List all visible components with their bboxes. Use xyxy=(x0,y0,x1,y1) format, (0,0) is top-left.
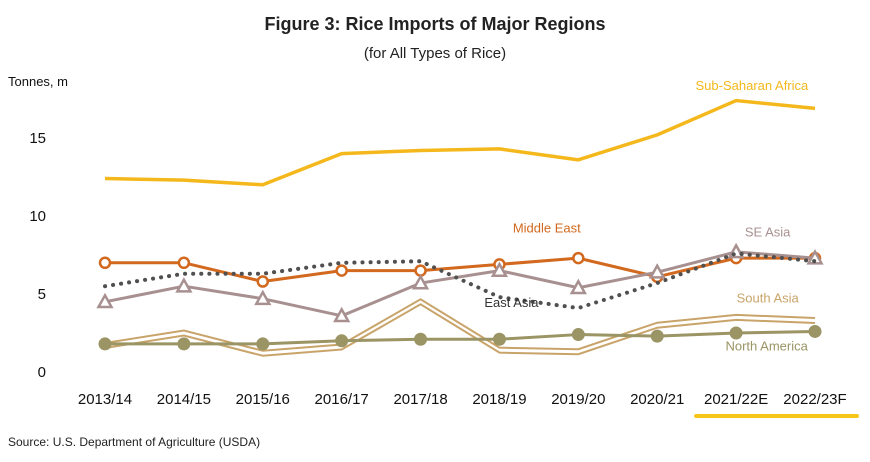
data-point xyxy=(490,261,509,278)
data-point xyxy=(256,275,270,288)
y-tick-label: 10 xyxy=(29,208,46,225)
series-line xyxy=(104,303,816,357)
series-se-asia xyxy=(96,242,824,323)
series-sub-saharan-africa xyxy=(104,98,816,187)
x-tick-label: 2016/17 xyxy=(315,391,369,408)
data-point xyxy=(98,256,112,270)
data-point xyxy=(806,249,824,265)
y-tick-label: 15 xyxy=(29,130,46,147)
data-point xyxy=(98,337,112,351)
data-point xyxy=(256,337,270,351)
series-line xyxy=(104,98,816,187)
data-point xyxy=(254,289,272,306)
data-point xyxy=(335,264,348,277)
series-lines xyxy=(96,98,824,357)
y-tick-label: 5 xyxy=(38,286,46,303)
x-tick-label: 2022/23F xyxy=(783,391,846,408)
data-point xyxy=(650,329,664,343)
data-point xyxy=(177,256,191,270)
x-tick-label: 2018/19 xyxy=(472,391,526,408)
chart-title: Figure 3: Rice Imports of Major Regions xyxy=(264,14,605,34)
x-tick-label: 2021/22E xyxy=(704,391,768,408)
data-point xyxy=(569,278,587,295)
data-point xyxy=(96,292,114,309)
data-point xyxy=(492,332,506,346)
x-tick-label: 2014/15 xyxy=(157,391,211,408)
y-tick-label: 0 xyxy=(38,364,46,381)
x-tick-label: 2019/20 xyxy=(551,391,605,408)
series-label: South Asia xyxy=(737,291,800,306)
data-point xyxy=(414,332,428,346)
series-label: Middle East xyxy=(513,221,581,236)
series-east-asia xyxy=(103,251,817,311)
y-axis-label: Tonnes, m xyxy=(8,74,68,89)
data-point xyxy=(572,251,585,265)
x-tick-label: 2017/18 xyxy=(393,391,447,408)
data-point xyxy=(648,263,666,279)
data-point xyxy=(333,306,351,323)
series-label: Sub-Saharan Africa xyxy=(696,78,810,93)
series-labels: Sub-Saharan Africa Middle East SE Asia East… xyxy=(484,78,809,353)
series-line xyxy=(104,298,816,352)
source-note: Source: U.S. Department of Agriculture (… xyxy=(8,435,260,449)
x-tick-label: 2013/14 xyxy=(78,391,132,408)
data-point xyxy=(808,324,822,338)
series-south-asia xyxy=(104,298,816,357)
series-line xyxy=(104,250,816,318)
data-point xyxy=(571,328,585,342)
x-tick-label: 2015/16 xyxy=(236,391,290,408)
data-point xyxy=(175,277,193,293)
data-point xyxy=(729,326,743,340)
series-line xyxy=(103,251,817,311)
data-point xyxy=(335,334,349,348)
series-label: SE Asia xyxy=(745,224,791,239)
series-line xyxy=(105,329,816,346)
chart-subtitle: (for All Types of Rice) xyxy=(364,45,506,62)
data-point xyxy=(177,337,191,351)
series-label: East Asia xyxy=(484,295,539,310)
series-north-america xyxy=(98,324,822,351)
x-tick-label: 2020/21 xyxy=(630,391,684,408)
y-tick-labels: 0 5 10 15 xyxy=(29,130,46,381)
x-tick-labels: 2013/14 2014/15 2015/16 2016/17 2017/18 2018/… xyxy=(78,391,847,408)
series-label: North America xyxy=(725,338,808,353)
data-point xyxy=(411,274,430,290)
